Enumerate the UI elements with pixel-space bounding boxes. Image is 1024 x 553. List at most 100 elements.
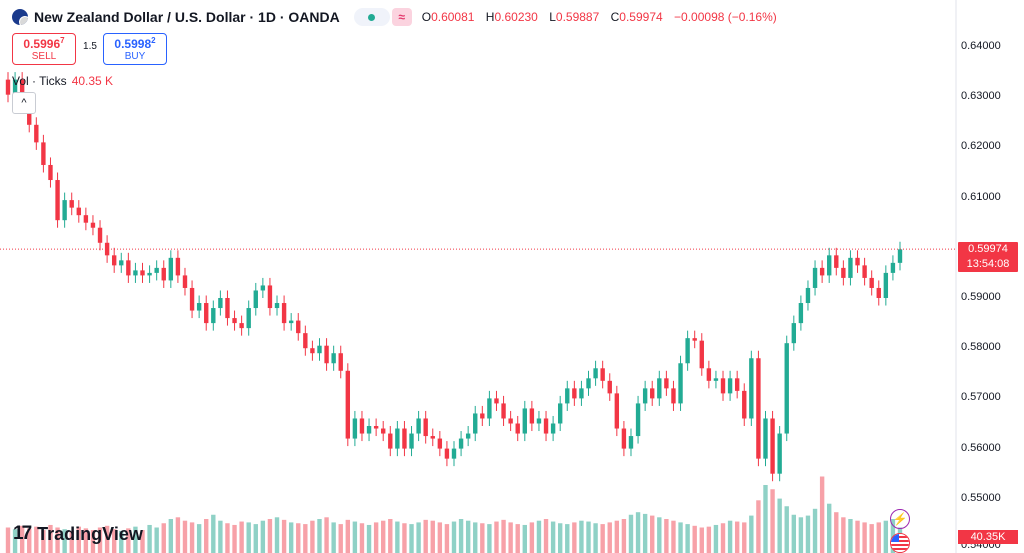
candle-body [111, 255, 117, 266]
candle-body [409, 433, 414, 449]
symbol-header[interactable]: New Zealand Dollar / U.S. Dollar · 1D · … [12, 6, 781, 28]
volume-bar [126, 528, 131, 553]
volume-bar [869, 524, 874, 553]
candle-body [324, 345, 329, 364]
volume-bar [34, 526, 39, 553]
tradingview-logo[interactable]: 17 TradingView [13, 523, 143, 544]
candle-body [338, 353, 343, 371]
tradingview-mark-icon: 17 [13, 523, 32, 544]
symbol-title[interactable]: New Zealand Dollar / U.S. Dollar · 1D · … [34, 9, 340, 25]
volume-bar [154, 527, 159, 553]
volume-bar [827, 503, 832, 553]
candle-body [303, 333, 308, 349]
volume-bar [175, 517, 181, 553]
volume-bar [586, 521, 591, 553]
candle-body [671, 388, 676, 404]
volume-bar [473, 522, 478, 553]
volume-bar [742, 522, 747, 553]
candle-body [635, 403, 641, 437]
candle-body [508, 418, 513, 424]
candle-body [749, 358, 754, 419]
volume-bar [303, 524, 308, 553]
volume-bar [699, 527, 704, 553]
sell-button[interactable]: 0.59967 SELL [12, 33, 76, 65]
candle-body [600, 368, 605, 381]
volume-bar [83, 528, 89, 553]
candle-body [798, 303, 804, 324]
candle-body [756, 358, 761, 459]
price-axis-tick: 0.56000 [961, 441, 1001, 454]
volume-bar [19, 525, 25, 553]
volume-bar [402, 523, 407, 553]
volume-bar [395, 521, 400, 553]
volume-bar [182, 520, 188, 553]
volume-bar [437, 522, 443, 553]
volume-bar [409, 524, 414, 553]
candle-body [373, 426, 379, 429]
candle-body [465, 433, 471, 439]
candle-body [154, 267, 159, 273]
candle-body [650, 388, 655, 399]
volume-bar [798, 517, 804, 553]
volume-bar [331, 522, 336, 553]
candle-body [232, 318, 237, 324]
candle-body [331, 353, 336, 364]
volume-bar [90, 530, 96, 553]
candle-body [182, 275, 188, 288]
volume-bar [310, 520, 315, 553]
volume-bar [848, 519, 853, 553]
volume-bar [345, 519, 351, 553]
volume-bar [211, 514, 216, 553]
volume-bar [671, 520, 676, 553]
volume-bar [62, 529, 67, 553]
market-status-pill[interactable] [353, 8, 390, 26]
volume-bar [168, 519, 174, 553]
candle-body [876, 287, 881, 298]
candle-body [416, 418, 421, 434]
volume-bar [763, 485, 768, 553]
volume-bar [607, 522, 612, 553]
candle-body [345, 370, 351, 439]
volume-bar [749, 515, 754, 553]
approx-icon[interactable]: ≈ [391, 8, 412, 26]
volume-bar [536, 520, 542, 553]
candle-body [890, 262, 896, 273]
volume-legend[interactable]: Vol · Ticks 40.35 K [12, 74, 114, 88]
volume-bar [288, 522, 294, 553]
volume-bar [565, 524, 570, 553]
candle-body [423, 418, 428, 437]
volume-bar [600, 524, 605, 553]
volume-bar [784, 506, 789, 553]
candle-body [607, 380, 612, 394]
collapse-legend-button[interactable]: ^ [12, 92, 36, 114]
market-open-dot-icon [368, 13, 376, 21]
volume-bar [133, 526, 138, 553]
candle-body [473, 413, 478, 434]
buy-button[interactable]: 0.59982 BUY [103, 33, 167, 65]
volume-bar [416, 522, 421, 553]
volume-bar [253, 524, 258, 553]
candle-body [402, 428, 407, 449]
candle-body [430, 436, 435, 439]
candle-body [175, 257, 181, 276]
volume-bar [41, 530, 46, 553]
candle-body [366, 426, 372, 434]
volume-bar [359, 523, 365, 553]
candle-body [126, 260, 131, 276]
candle-body [494, 398, 499, 404]
volume-bar [388, 519, 393, 553]
candle-body [614, 393, 620, 429]
volume-bar [621, 519, 627, 553]
change-value: −0.00098 (−0.16%) [674, 10, 777, 24]
volume-bar [678, 522, 683, 553]
candle-body [586, 378, 591, 389]
volume-bar [69, 530, 74, 553]
lightning-icon[interactable]: ⚡ [890, 509, 910, 529]
price-axis-tick: 0.59000 [961, 291, 1001, 303]
us-flag-icon[interactable] [890, 533, 910, 553]
volume-bar [111, 529, 117, 553]
candle-body [522, 408, 527, 434]
volume-bar [579, 520, 584, 553]
volume-bar [727, 520, 733, 553]
